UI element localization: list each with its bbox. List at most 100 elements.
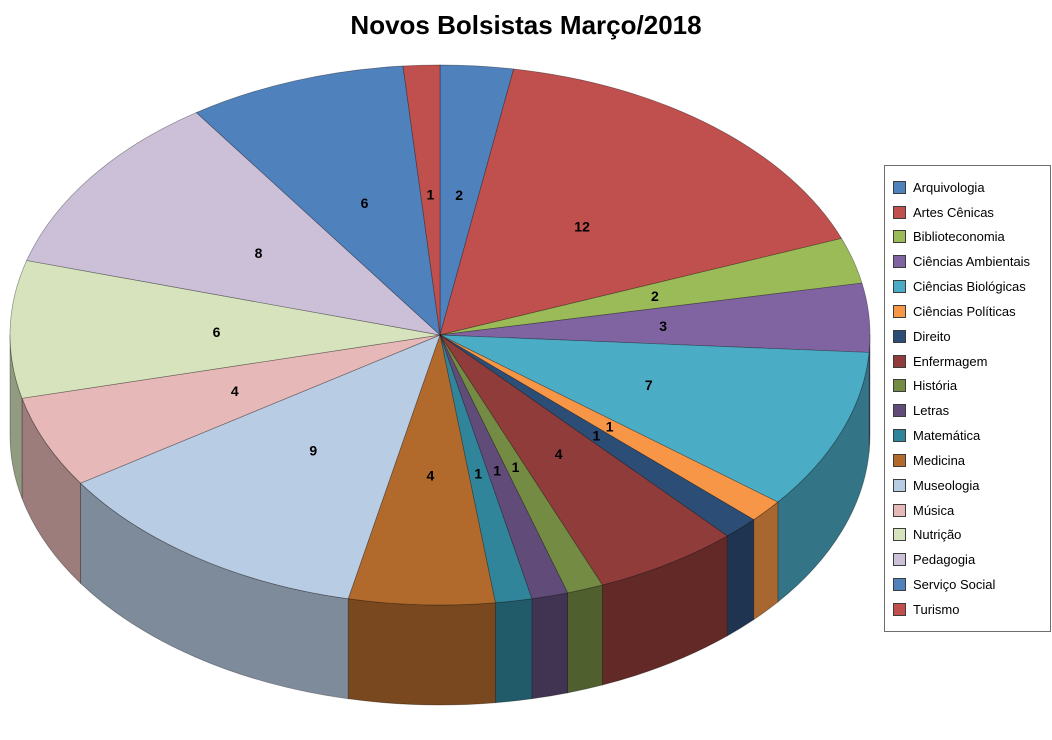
pie-slice xyxy=(439,238,863,336)
legend-item-label: Direito xyxy=(913,328,951,344)
slice-value-label: 1 xyxy=(606,419,614,435)
pie-slice xyxy=(439,68,842,336)
slice-value-label: 7 xyxy=(645,377,653,393)
legend-item: Arquivologia xyxy=(893,180,1048,195)
slice-value-label: 2 xyxy=(651,288,659,304)
legend-item: Pedagogia xyxy=(893,552,1048,567)
legend-item: Turismo xyxy=(893,602,1048,617)
pie-slice xyxy=(402,64,441,336)
legend-item: Matemática xyxy=(893,428,1048,443)
slice-value-label: 12 xyxy=(574,219,590,235)
slice-value-label: 9 xyxy=(309,443,317,459)
legend-item-label: Matemática xyxy=(913,428,981,444)
slice-value-label: 4 xyxy=(231,383,239,399)
pie-slice xyxy=(439,282,871,353)
legend-item: Enfermagem xyxy=(893,354,1048,369)
pie-slice xyxy=(439,334,779,521)
pie-slice xyxy=(439,334,870,503)
pie-slice xyxy=(439,334,533,604)
legend-color-swatch xyxy=(893,578,906,592)
legend-item: História xyxy=(893,378,1048,393)
slice-value-label: 2 xyxy=(455,187,463,203)
pie-slice xyxy=(26,112,441,336)
legend-item-label: Letras xyxy=(913,403,950,419)
pie-slice xyxy=(21,334,441,484)
legend-color-swatch xyxy=(893,354,906,368)
legend-color-swatch xyxy=(893,602,906,616)
legend-item: Serviço Social xyxy=(893,577,1048,592)
slice-value-label: 1 xyxy=(593,427,601,443)
slice-value-label: 6 xyxy=(213,324,221,340)
pie-slice xyxy=(195,65,441,336)
slice-value-label: 3 xyxy=(659,318,667,334)
legend-color-swatch xyxy=(893,429,906,443)
pie-slice xyxy=(439,334,728,586)
slice-value-label: 1 xyxy=(427,187,435,203)
legend-item-label: História xyxy=(913,378,958,394)
legend-item: Medicina xyxy=(893,453,1048,468)
slice-value-label: 4 xyxy=(427,467,435,483)
legend-item: Letras xyxy=(893,403,1048,418)
legend-item: Ciências Políticas xyxy=(893,304,1048,319)
legend-item-label: Museologia xyxy=(913,477,980,493)
chart-title: Novos Bolsistas Março/2018 xyxy=(350,10,702,40)
legend-item-label: Nutrição xyxy=(913,527,962,543)
legend-item-label: Serviço Social xyxy=(913,577,996,593)
legend-item: Biblioteconomia xyxy=(893,229,1048,244)
legend-item: Música xyxy=(893,503,1048,518)
legend-item-label: Ciências Políticas xyxy=(913,303,1016,319)
pie-slice xyxy=(80,334,441,600)
slice-value-label: 1 xyxy=(512,459,520,475)
legend-color-swatch xyxy=(893,205,906,219)
legend-color-swatch xyxy=(893,304,906,318)
slice-value-label: 8 xyxy=(255,245,263,261)
slice-value-label: 1 xyxy=(493,463,501,479)
legend-color-swatch xyxy=(893,553,906,567)
pie-slice xyxy=(439,334,603,594)
pie-slice-side xyxy=(753,501,779,621)
legend-item: Museologia xyxy=(893,478,1048,493)
slice-value-label: 1 xyxy=(474,465,482,481)
pie-slice-side xyxy=(726,518,755,637)
legend-item: Direito xyxy=(893,329,1048,344)
legend-item-label: Música xyxy=(913,502,955,518)
legend-item-label: Artes Cênicas xyxy=(913,204,994,220)
legend-item-label: Turismo xyxy=(913,601,960,617)
legend: Arquivologia Artes Cênicas Biblioteconomia… xyxy=(884,165,1051,632)
legend-color-swatch xyxy=(893,329,906,343)
legend-color-swatch xyxy=(893,230,906,244)
slice-value-label: 4 xyxy=(555,446,563,462)
legend-item-label: Ciências Ambientais xyxy=(913,254,1031,270)
pie-slice xyxy=(439,64,515,336)
pie-slice xyxy=(347,334,496,606)
pie-slice xyxy=(439,334,755,537)
legend-color-swatch xyxy=(893,280,906,294)
legend-color-swatch xyxy=(893,404,906,418)
legend-item-label: Biblioteconomia xyxy=(913,229,1005,245)
legend-item-label: Arquivologia xyxy=(913,179,985,195)
pie-slice-side xyxy=(494,598,533,704)
pie-slice xyxy=(439,334,568,600)
pie-slice-side xyxy=(531,592,568,700)
legend-item-label: Ciências Biológicas xyxy=(913,279,1026,295)
legend-color-swatch xyxy=(893,255,906,269)
legend-item: Nutrição xyxy=(893,527,1048,542)
legend-color-swatch xyxy=(893,180,906,194)
legend-color-swatch xyxy=(893,503,906,517)
legend-color-swatch xyxy=(893,528,906,542)
legend-item-label: Pedagogia xyxy=(913,552,976,568)
legend-color-swatch xyxy=(893,478,906,492)
legend-item: Ciências Ambientais xyxy=(893,254,1048,269)
pie-slice xyxy=(9,260,441,399)
legend-item: Artes Cênicas xyxy=(893,205,1048,220)
slice-value-label: 6 xyxy=(361,195,369,211)
legend-color-swatch xyxy=(893,453,906,467)
legend-item-label: Enfermagem xyxy=(913,353,988,369)
pie-slice-side xyxy=(347,598,496,706)
legend-color-swatch xyxy=(893,379,906,393)
legend-item: Ciências Biológicas xyxy=(893,279,1048,294)
legend-item-label: Medicina xyxy=(913,452,966,468)
pie-slice-side xyxy=(567,584,603,694)
